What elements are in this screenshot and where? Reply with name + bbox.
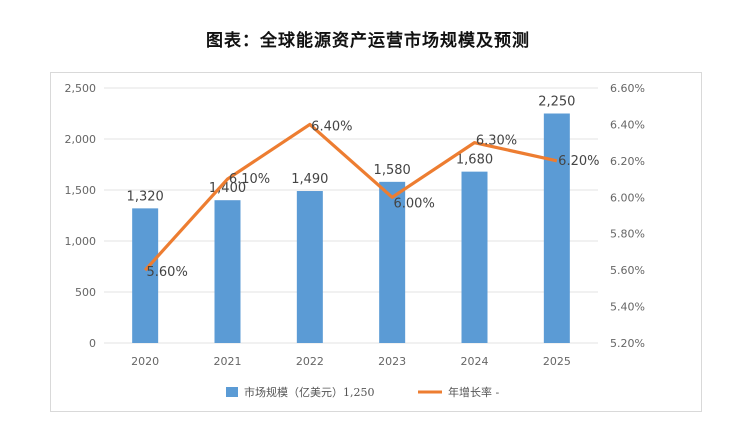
x-tick-label: 2022 — [296, 355, 324, 368]
y-right-tick-label: 6.40% — [610, 118, 645, 131]
y-right-tick-label: 5.80% — [610, 228, 645, 241]
y-left-tick-label: 1,500 — [65, 184, 97, 197]
y-right-tick-label: 5.60% — [610, 264, 645, 277]
legend-bar-label: 市场规模（亿美元）1,250 — [244, 385, 375, 399]
x-tick-label: 2025 — [543, 355, 571, 368]
x-tick-label: 2021 — [214, 355, 242, 368]
bar — [543, 113, 570, 343]
line-data-label: 6.30% — [476, 134, 517, 149]
bar — [132, 208, 159, 343]
legend-bar-swatch — [226, 387, 238, 397]
y-right-tick-label: 6.20% — [610, 155, 645, 168]
growth-rate-line — [143, 122, 558, 272]
bar-data-label: 1,680 — [456, 153, 493, 168]
line-data-label: 5.60% — [147, 265, 188, 280]
bar — [379, 181, 406, 343]
bar-data-label: 1,580 — [374, 163, 411, 178]
bar — [214, 200, 241, 343]
bar-data-label: 2,250 — [538, 95, 575, 110]
bar — [461, 171, 488, 343]
x-tick-label: 2024 — [461, 355, 489, 368]
y-left-tick-label: 500 — [75, 286, 96, 299]
line-data-label: 6.00% — [394, 196, 435, 211]
y-left-tick-label: 0 — [89, 337, 96, 350]
line-data-label: 6.20% — [558, 154, 599, 169]
chart-frame — [50, 72, 702, 412]
x-tick-label: 2023 — [378, 355, 406, 368]
y-left-tick-label: 1,000 — [65, 235, 97, 248]
y-left-tick-label: 2,500 — [65, 82, 97, 95]
x-tick-label: 2020 — [131, 355, 159, 368]
y-right-tick-label: 5.40% — [610, 301, 645, 314]
bar-data-label: 1,320 — [127, 189, 164, 204]
y-left-tick-label: 2,000 — [65, 133, 97, 146]
bar-data-label: 1,400 — [209, 181, 246, 196]
bar — [296, 191, 323, 343]
y-right-tick-label: 6.60% — [610, 82, 645, 95]
legend-line-label: 年增长率 - — [448, 385, 499, 399]
y-right-tick-label: 5.20% — [610, 337, 645, 350]
y-right-tick-label: 6.00% — [610, 191, 645, 204]
bar-data-label: 1,490 — [291, 172, 328, 187]
chart-title: 图表：全球能源资产运营市场规模及预测 — [206, 31, 530, 51]
line-data-label: 6.40% — [311, 119, 352, 134]
line-data-label: 6.10% — [229, 172, 270, 187]
